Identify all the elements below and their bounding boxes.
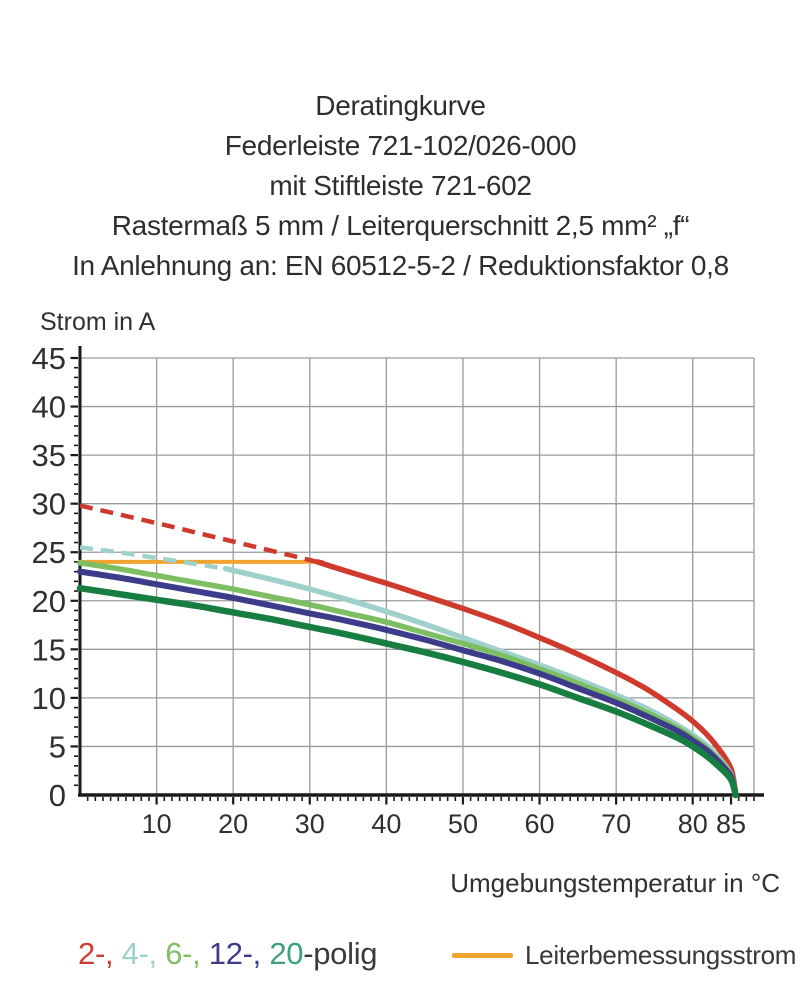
y-tick-label: 15	[32, 632, 66, 667]
x-tick-label: 30	[295, 809, 325, 839]
y-tick-label: 10	[32, 681, 66, 716]
legend-reference: Leiterbemessungsstrom	[452, 940, 796, 971]
data-curves	[76, 503, 739, 799]
y-tick-label: 35	[32, 438, 66, 473]
y-tick-label: 30	[32, 487, 66, 522]
x-tick-label: 50	[448, 809, 478, 839]
x-tick-label: 20	[218, 809, 248, 839]
curve-20-polig	[76, 584, 739, 799]
y-tick-label: 45	[32, 341, 66, 376]
curve-2-polig-dashed	[79, 503, 318, 565]
legend-pole-part: 2-,	[78, 936, 122, 971]
reference-line-label: Leiterbemessungsstrom	[525, 940, 797, 970]
y-tick-label: 25	[32, 535, 66, 570]
x-tick-label: 80	[678, 809, 708, 839]
y-axis-title: Strom in A	[40, 308, 156, 336]
curve-12-polig	[77, 568, 739, 798]
y-tick-label: 20	[32, 584, 66, 619]
x-tick-label: 40	[371, 809, 401, 839]
x-axis-title: Umgebungstemperatur in °C	[450, 868, 780, 898]
legend-pole-part: 20	[269, 936, 304, 971]
legend-pole-counts: 2-, 4-, 6-, 12-, 20-polig	[78, 936, 378, 972]
y-tick-label: 40	[32, 390, 66, 425]
x-tick-label: 10	[142, 809, 172, 839]
x-tick-label: 60	[525, 809, 555, 839]
x-tick-label: 85	[716, 809, 746, 839]
curve-4-polig-dashed	[79, 545, 226, 571]
reference-line-swatch	[452, 953, 513, 958]
title-line-4: Rastermaß 5 mm / Leiterquerschnitt 2,5 m…	[111, 210, 690, 241]
x-tick-labels: 10 20 30 40 50 60 70 80 85	[142, 809, 746, 839]
title-line-1: Deratingkurve	[315, 90, 486, 121]
curve-6-polig	[77, 560, 739, 798]
legend-pole-part: -polig	[303, 936, 378, 971]
legend-pole-part: 12-,	[208, 936, 270, 971]
curve-2-polig	[314, 559, 739, 798]
y-tick-labels: 0 5 10 15 20 25 30 35 40 45	[32, 341, 66, 813]
title-line-2: Federleiste 721-102/026-000	[224, 130, 577, 161]
y-tick-label: 0	[49, 778, 66, 813]
title-line-5: In Anlehnung an: EN 60512-5-2 / Reduktio…	[72, 250, 729, 281]
chart-title-block: Deratingkurve Federleiste 721-102/026-00…	[0, 86, 801, 286]
title-line-3: mit Stiftleiste 721-602	[269, 170, 532, 201]
legend-pole-part: 4-,	[121, 936, 166, 971]
legend-pole-part: 6-,	[165, 936, 209, 971]
axis-ticks	[70, 356, 755, 805]
x-tick-label: 70	[601, 809, 631, 839]
y-tick-label: 5	[49, 729, 66, 764]
